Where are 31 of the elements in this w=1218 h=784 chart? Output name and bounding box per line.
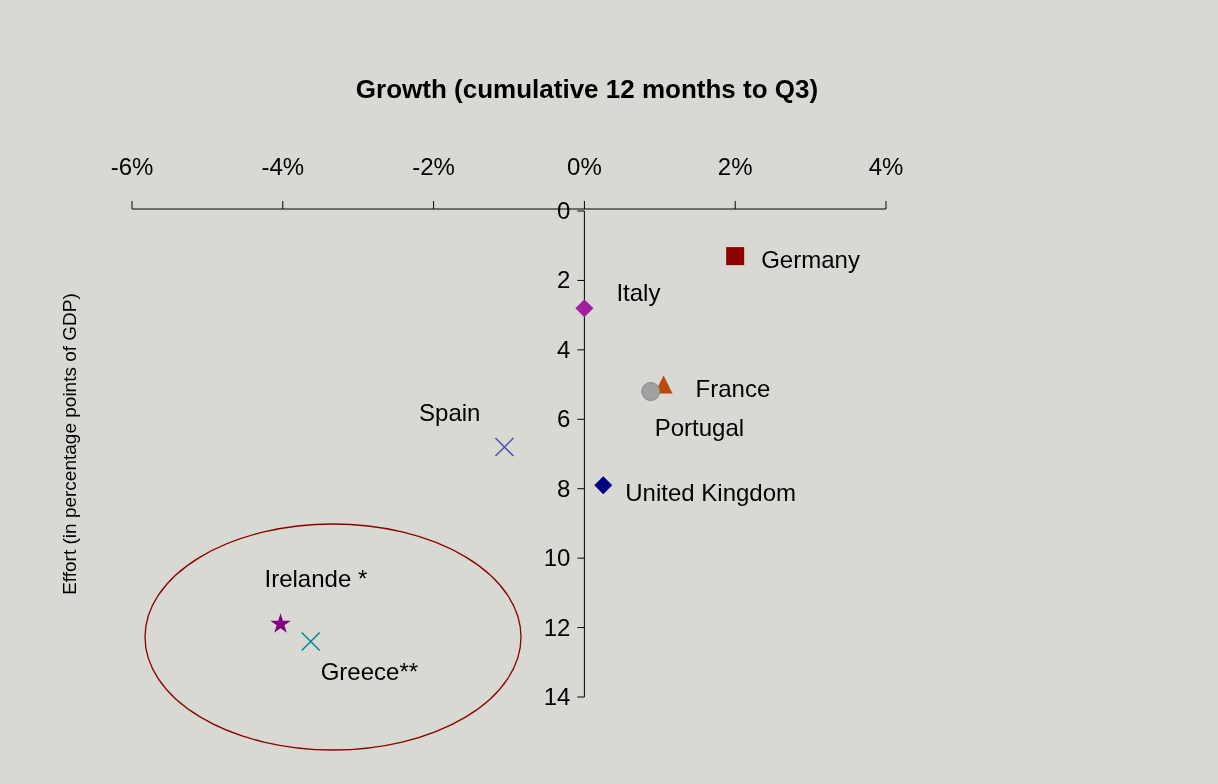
y-tick-label: 4: [557, 335, 571, 363]
point: [300, 631, 321, 652]
series-label: France: [695, 374, 771, 402]
series-label: Greece**: [320, 658, 419, 686]
point: [575, 299, 594, 318]
point: [594, 476, 613, 495]
y-tick-label: 0: [557, 197, 571, 224]
chart-title: Growth (cumulative 12 months to Q3): [355, 74, 819, 104]
x-tick-label: 2%: [717, 153, 753, 180]
point: [494, 437, 515, 457]
x-tick-label: 4%: [868, 153, 904, 180]
y-tick-label: 14: [543, 683, 571, 710]
series-label: Germany: [761, 246, 860, 274]
series-label: Spain: [419, 399, 481, 427]
series-label: Portugal: [654, 413, 745, 441]
x-tick-label: 0%: [567, 153, 602, 180]
series-label: Irelande *: [264, 565, 368, 593]
x-tick-label: -6%: [110, 153, 154, 180]
x-tick-label: -4%: [261, 153, 305, 180]
point: [270, 613, 291, 633]
y-axis-title: Effort (in percentage points of GDP): [59, 293, 80, 595]
y-tick-label: 10: [543, 544, 571, 572]
x-tick-label: -2%: [412, 153, 455, 180]
point: [726, 247, 745, 266]
point: [641, 382, 661, 402]
y-tick-label: 6: [557, 405, 571, 433]
y-tick-label: 2: [557, 266, 571, 294]
series-label: Italy: [616, 279, 661, 307]
y-tick-label: 8: [557, 474, 571, 502]
series-label: United Kingdom: [625, 479, 797, 507]
y-tick-label: 12: [543, 613, 571, 641]
